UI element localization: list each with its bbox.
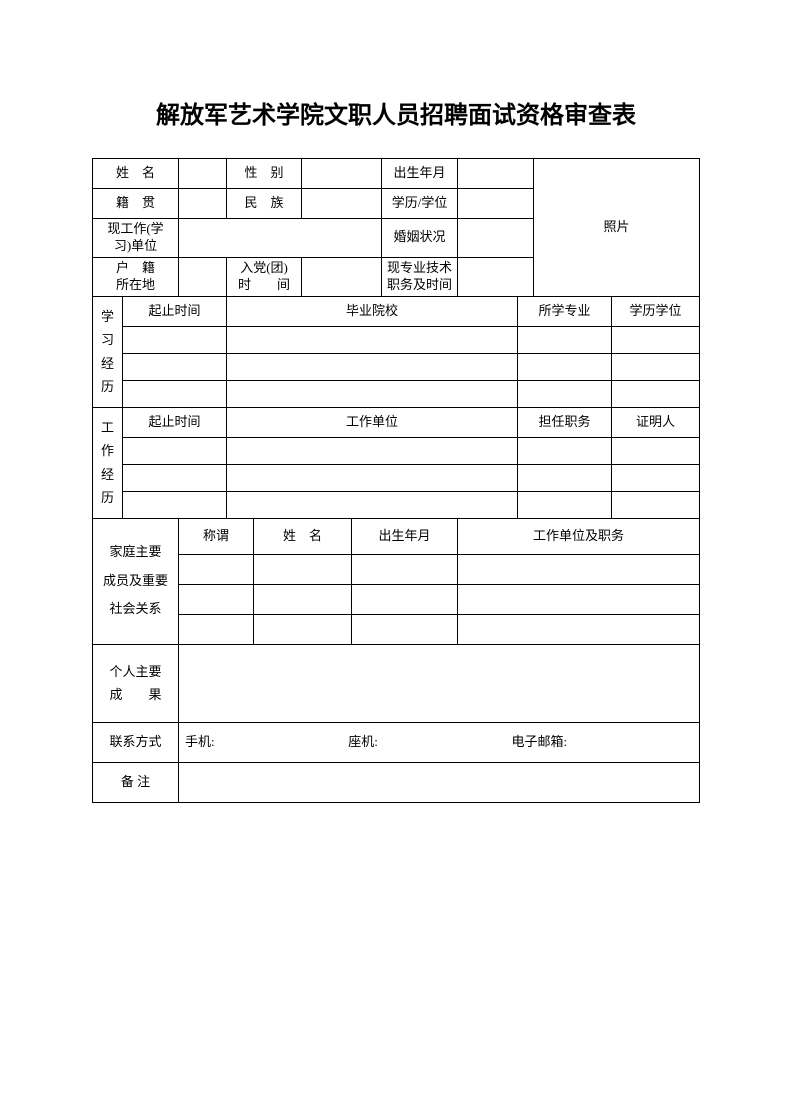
field-remark <box>179 762 700 802</box>
work-row2-position <box>518 464 612 491</box>
fam-row2-birth <box>352 584 458 614</box>
edu-row1-school <box>227 326 518 353</box>
edu-row2-school <box>227 353 518 380</box>
label-remark: 备 注 <box>93 762 179 802</box>
label-marital: 婚姻状况 <box>382 219 458 258</box>
field-edu <box>458 189 534 219</box>
fam-row1-rel <box>179 554 254 584</box>
field-native <box>179 189 227 219</box>
work-row2-witness <box>612 464 700 491</box>
work-row1-position <box>518 437 612 464</box>
label-fname: 姓 名 <box>254 518 352 554</box>
edu-row1-degree <box>612 326 700 353</box>
label-hukou: 户 籍所在地 <box>93 257 179 296</box>
field-contact: 手机: 座机: 电子邮箱: <box>179 722 700 762</box>
label-fbirth: 出生年月 <box>352 518 458 554</box>
field-birth <box>458 159 534 189</box>
field-gender <box>302 159 382 189</box>
edu-row3-degree <box>612 380 700 407</box>
label-birth: 出生年月 <box>382 159 458 189</box>
label-witness: 证明人 <box>612 407 700 437</box>
edu-row2-major <box>518 353 612 380</box>
fam-row1-name <box>254 554 352 584</box>
label-relation: 称谓 <box>179 518 254 554</box>
label-gender: 性 别 <box>227 159 302 189</box>
label-ethnic: 民 族 <box>227 189 302 219</box>
work-row3-position <box>518 491 612 518</box>
label-achieve: 个人主要成 果 <box>93 644 179 722</box>
edu-row1-period <box>123 326 227 353</box>
field-party <box>302 257 382 296</box>
photo-area: 照片 <box>534 159 700 297</box>
edu-row2-period <box>123 353 227 380</box>
label-position: 担任职务 <box>518 407 612 437</box>
fam-row1-birth <box>352 554 458 584</box>
field-workunit <box>179 219 382 258</box>
label-tech: 现专业技术职务及时间 <box>382 257 458 296</box>
field-marital <box>458 219 534 258</box>
work-row3-company <box>227 491 518 518</box>
label-funit: 工作单位及职务 <box>458 518 700 554</box>
label-workhist: 工作经历 <box>93 407 123 518</box>
fam-row2-name <box>254 584 352 614</box>
label-native: 籍 贯 <box>93 189 179 219</box>
form-title: 解放军艺术学院文职人员招聘面试资格审查表 <box>92 95 700 130</box>
label-party: 入党(团)时 间 <box>227 257 302 296</box>
edu-row3-major <box>518 380 612 407</box>
work-row3-period <box>123 491 227 518</box>
edu-row3-period <box>123 380 227 407</box>
fam-row3-name <box>254 614 352 644</box>
label-period-edu: 起止时间 <box>123 296 227 326</box>
label-edu: 学历/学位 <box>382 189 458 219</box>
field-tech <box>458 257 534 296</box>
edu-row3-school <box>227 380 518 407</box>
label-major: 所学专业 <box>518 296 612 326</box>
label-school: 毕业院校 <box>227 296 518 326</box>
label-family: 家庭主要成员及重要社会关系 <box>93 518 179 644</box>
field-name <box>179 159 227 189</box>
fam-row2-rel <box>179 584 254 614</box>
work-row1-period <box>123 437 227 464</box>
field-ethnic <box>302 189 382 219</box>
fam-row3-rel <box>179 614 254 644</box>
form-table: 姓 名 性 别 出生年月 照片 籍 贯 民 族 学历/学位 现工作(学习)单位 … <box>92 158 700 803</box>
label-period-work: 起止时间 <box>123 407 227 437</box>
fam-row2-unit <box>458 584 700 614</box>
label-degree: 学历学位 <box>612 296 700 326</box>
field-achieve <box>179 644 700 722</box>
work-row2-company <box>227 464 518 491</box>
edu-row1-major <box>518 326 612 353</box>
field-hukou <box>179 257 227 296</box>
label-contact: 联系方式 <box>93 722 179 762</box>
label-eduhist: 学习经历 <box>93 296 123 407</box>
label-company: 工作单位 <box>227 407 518 437</box>
fam-row3-birth <box>352 614 458 644</box>
label-name: 姓 名 <box>93 159 179 189</box>
work-row1-witness <box>612 437 700 464</box>
fam-row3-unit <box>458 614 700 644</box>
label-workunit: 现工作(学习)单位 <box>93 219 179 258</box>
work-row3-witness <box>612 491 700 518</box>
edu-row2-degree <box>612 353 700 380</box>
fam-row1-unit <box>458 554 700 584</box>
work-row2-period <box>123 464 227 491</box>
work-row1-company <box>227 437 518 464</box>
